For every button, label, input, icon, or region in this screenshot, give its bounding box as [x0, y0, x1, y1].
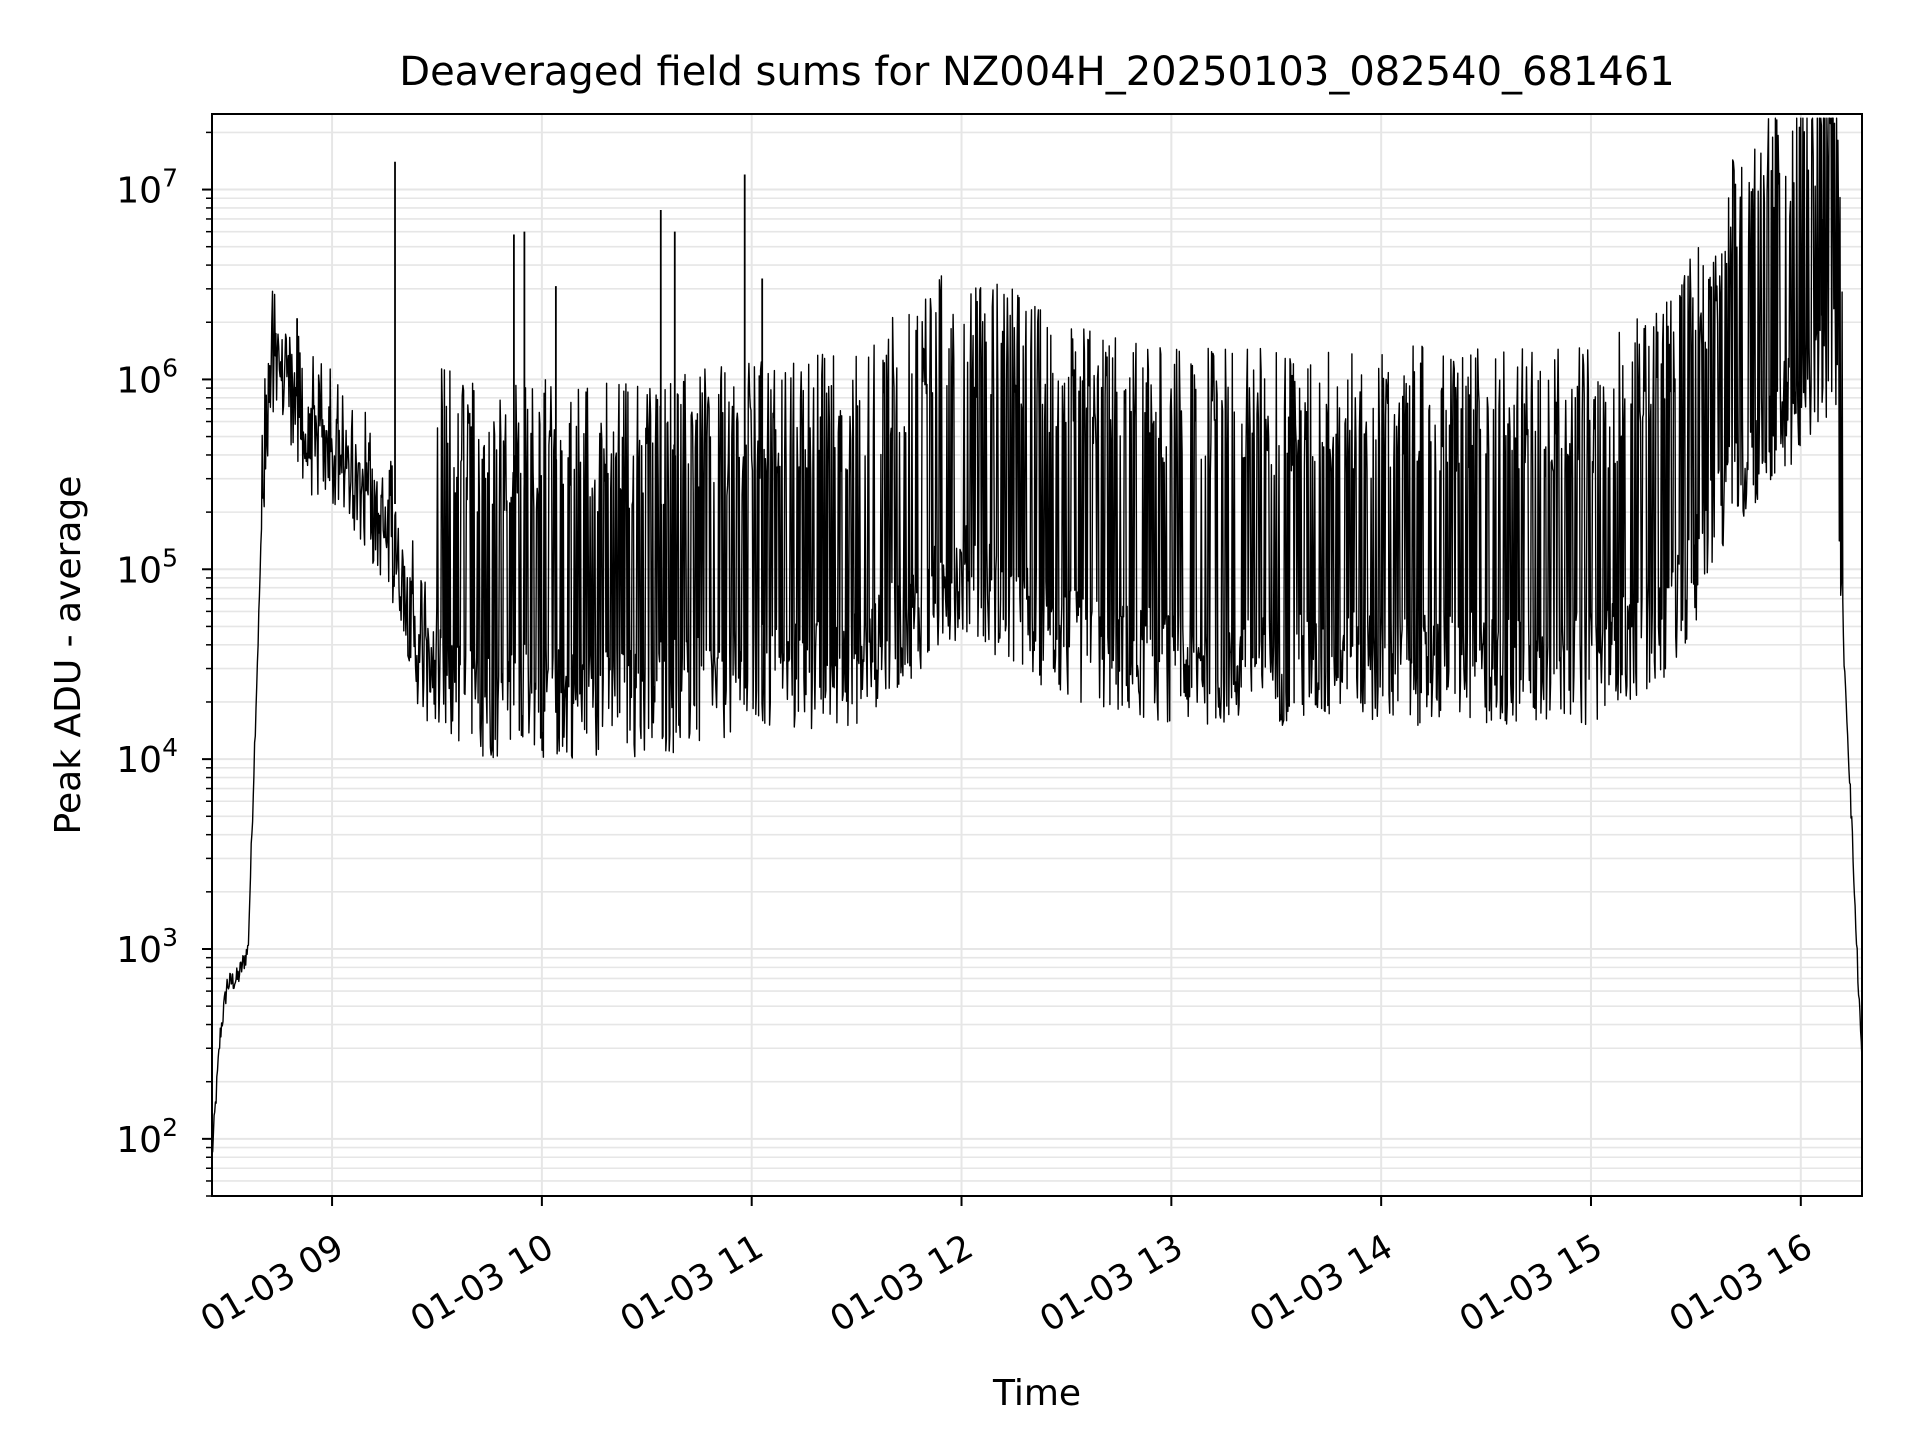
- y-tick-label: 104: [116, 733, 178, 781]
- y-tick-label: 102: [116, 1113, 178, 1161]
- y-tick-label: 107: [116, 164, 178, 212]
- y-tick-label: 106: [116, 353, 178, 401]
- chart-title: Deaveraged field sums for NZ004H_2025010…: [399, 49, 1674, 95]
- y-axis-label: Peak ADU - average: [48, 476, 89, 835]
- y-tick-label: 105: [116, 543, 178, 591]
- plot-area: [211, 117, 1863, 1154]
- data-series-line: [211, 117, 1863, 1154]
- y-tick-label: 103: [116, 923, 178, 971]
- x-axis-label: Time: [992, 1373, 1081, 1414]
- plot-frame: [211, 113, 1863, 1197]
